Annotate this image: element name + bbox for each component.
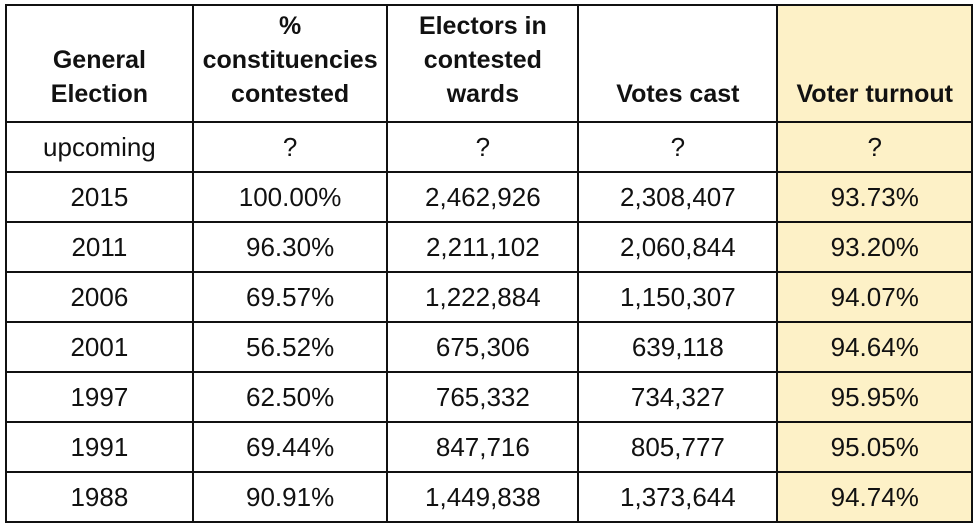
electors-cell: 2,462,926 [386,171,580,223]
header-general-election: General Election [5,4,194,123]
election-cell: 1991 [5,421,194,473]
election-cell: 2011 [5,221,194,273]
votes-cast-cell: 2,060,844 [577,221,779,273]
election-table-wrapper: General Election % constituencies contes… [5,4,973,523]
voter-turnout-cell: 93.73% [776,171,973,223]
votes-cast-cell: ? [577,121,779,173]
header-electors-contested: Electors in contested wards [386,4,580,123]
constituencies-contested-cell: 69.57% [191,271,389,323]
header-voter-turnout: Voter turnout [776,4,973,123]
votes-cast-cell: 639,118 [577,321,779,373]
constituencies-contested-cell: 100.00% [191,171,389,223]
voter-turnout-cell: 94.07% [776,271,973,323]
table-body: upcoming???? 2015 100.00% 2,462,926 2,308,40… [5,121,973,523]
electors-cell: 765,332 [386,371,580,423]
votes-cast-cell: 2,308,407 [577,171,779,223]
election-cell: 2001 [5,321,194,373]
table-row: 1991 69.44% 847,716 805,777 95.05% [5,421,973,473]
constituencies-contested-cell: 69.44% [191,421,389,473]
electors-cell: 1,222,884 [386,271,580,323]
table-row: upcoming???? [5,121,973,173]
election-cell: 1997 [5,371,194,423]
constituencies-contested-cell: 56.52% [191,321,389,373]
constituencies-contested-cell: 62.50% [191,371,389,423]
votes-cast-cell: 805,777 [577,421,779,473]
electors-cell: ? [386,121,580,173]
election-cell: 1988 [5,471,194,523]
electors-cell: 675,306 [386,321,580,373]
table-row: 2006 69.57% 1,222,884 1,150,307 94.07% [5,271,973,323]
table-row: 2001 56.52% 675,306 639,118 94.64% [5,321,973,373]
header-votes-cast: Votes cast [577,4,779,123]
votes-cast-cell: 1,373,644 [577,471,779,523]
constituencies-contested-cell: 90.91% [191,471,389,523]
votes-cast-cell: 734,327 [577,371,779,423]
table-row: 2015 100.00% 2,462,926 2,308,407 93.73% [5,171,973,223]
election-cell: 2015 [5,171,194,223]
electors-cell: 1,449,838 [386,471,580,523]
constituencies-contested-cell: ? [191,121,389,173]
electors-cell: 847,716 [386,421,580,473]
election-cell: upcoming [5,121,194,173]
election-cell: 2006 [5,271,194,323]
voter-turnout-cell: ? [776,121,973,173]
voter-turnout-cell: 95.05% [776,421,973,473]
table-row: 1997 62.50% 765,332 734,327 95.95% [5,371,973,423]
electors-cell: 2,211,102 [386,221,580,273]
table-row: 1988 90.91% 1,449,838 1,373,644 94.74% [5,471,973,523]
header-row: General Election % constituencies contes… [5,4,973,123]
voter-turnout-cell: 94.64% [776,321,973,373]
table-row: 2011 96.30% 2,211,102 2,060,844 93.20% [5,221,973,273]
votes-cast-cell: 1,150,307 [577,271,779,323]
constituencies-contested-cell: 96.30% [191,221,389,273]
header-constituencies-contested: % constituencies contested [191,4,389,123]
voter-turnout-cell: 95.95% [776,371,973,423]
voter-turnout-cell: 93.20% [776,221,973,273]
election-results-table: General Election % constituencies contes… [5,4,973,523]
voter-turnout-cell: 94.74% [776,471,973,523]
